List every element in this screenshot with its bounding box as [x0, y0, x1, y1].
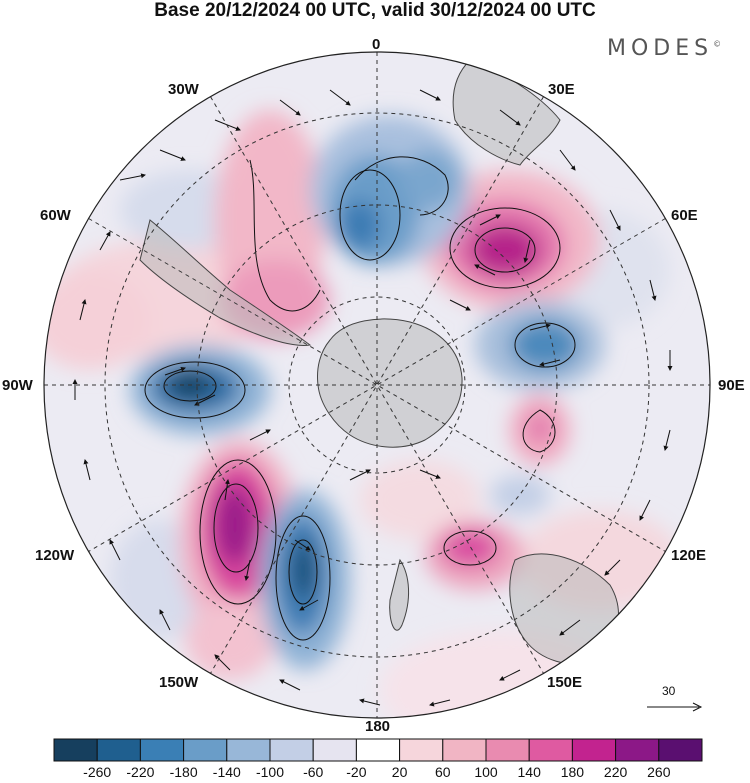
colorbar-swatch	[658, 738, 703, 762]
lon-label-30w: 30W	[168, 81, 199, 98]
graticule	[44, 52, 710, 718]
colorbar-tick-label: -220	[126, 764, 155, 780]
colorbar-tick-label: -260	[83, 764, 112, 780]
colorbar-tick-label: -180	[169, 764, 198, 780]
lon-label-60e: 60E	[671, 207, 698, 224]
colorbar-swatch	[355, 738, 401, 762]
colorbar-swatch	[183, 738, 228, 762]
colorbar-swatch	[528, 738, 573, 762]
africa	[452, 59, 561, 166]
lon-label-60w: 60W	[40, 207, 71, 224]
colorbar-tick-label: -100	[255, 764, 285, 780]
colorbar-tick-label: 180	[560, 764, 585, 780]
lon-label-90e: 90E	[718, 377, 745, 394]
lon-label-150w: 150W	[159, 674, 199, 691]
lon-label-90w: 90W	[2, 377, 33, 394]
modes-logo: MODES©	[607, 36, 721, 61]
lon-label-150e: 150E	[547, 674, 583, 691]
map-title: Base 20/12/2024 00 UTC, valid 30/12/2024…	[154, 0, 596, 21]
lon-label-120w: 120W	[35, 547, 75, 564]
colorbar-tick-label: 140	[517, 764, 541, 780]
colorbar-tick-label: -60	[303, 764, 324, 780]
colorbar-tick-label: 20	[391, 764, 408, 780]
colorbar-swatch	[312, 738, 357, 762]
lon-label-180: 180	[365, 718, 391, 735]
south-america	[139, 219, 312, 346]
colorbar-tick-label: -20	[346, 764, 367, 780]
colorbar-tick-label: 60	[435, 764, 451, 780]
brand-text: MODES	[607, 36, 714, 61]
lon-label-30e: 30E	[548, 81, 575, 98]
colorbar-swatch	[571, 738, 617, 762]
colorbar-swatch	[269, 738, 314, 762]
map-field	[44, 52, 710, 718]
colorbar-swatch	[226, 738, 271, 762]
colorbar-swatch	[139, 738, 185, 762]
colorbar-swatch	[485, 738, 530, 762]
contour-lines	[144, 156, 576, 641]
lon-label-0: 0	[372, 36, 381, 53]
copyright-mark: ©	[713, 39, 722, 49]
colorbar-tick-label: -140	[212, 764, 241, 780]
colorbar-swatch	[615, 738, 660, 762]
colorbar-tick-label: 220	[603, 764, 628, 780]
new-zealand	[389, 558, 410, 631]
colorbar	[53, 738, 703, 762]
colorbar-swatch	[442, 738, 487, 762]
reference-vector-arrow	[647, 702, 703, 712]
colorbar-tick-label: 260	[647, 764, 671, 780]
wind-vectors	[72, 89, 673, 707]
land-masses	[139, 59, 619, 665]
colorbar-swatch	[53, 738, 98, 762]
lon-label-120e: 120E	[671, 547, 707, 564]
colorbar-swatch	[96, 738, 141, 762]
colorbar-swatch	[399, 738, 444, 762]
antarctica	[317, 318, 463, 448]
map-boundary	[43, 51, 711, 719]
colorbar-tick-label: 100	[474, 764, 498, 780]
reference-vector-value: 30	[662, 684, 676, 698]
